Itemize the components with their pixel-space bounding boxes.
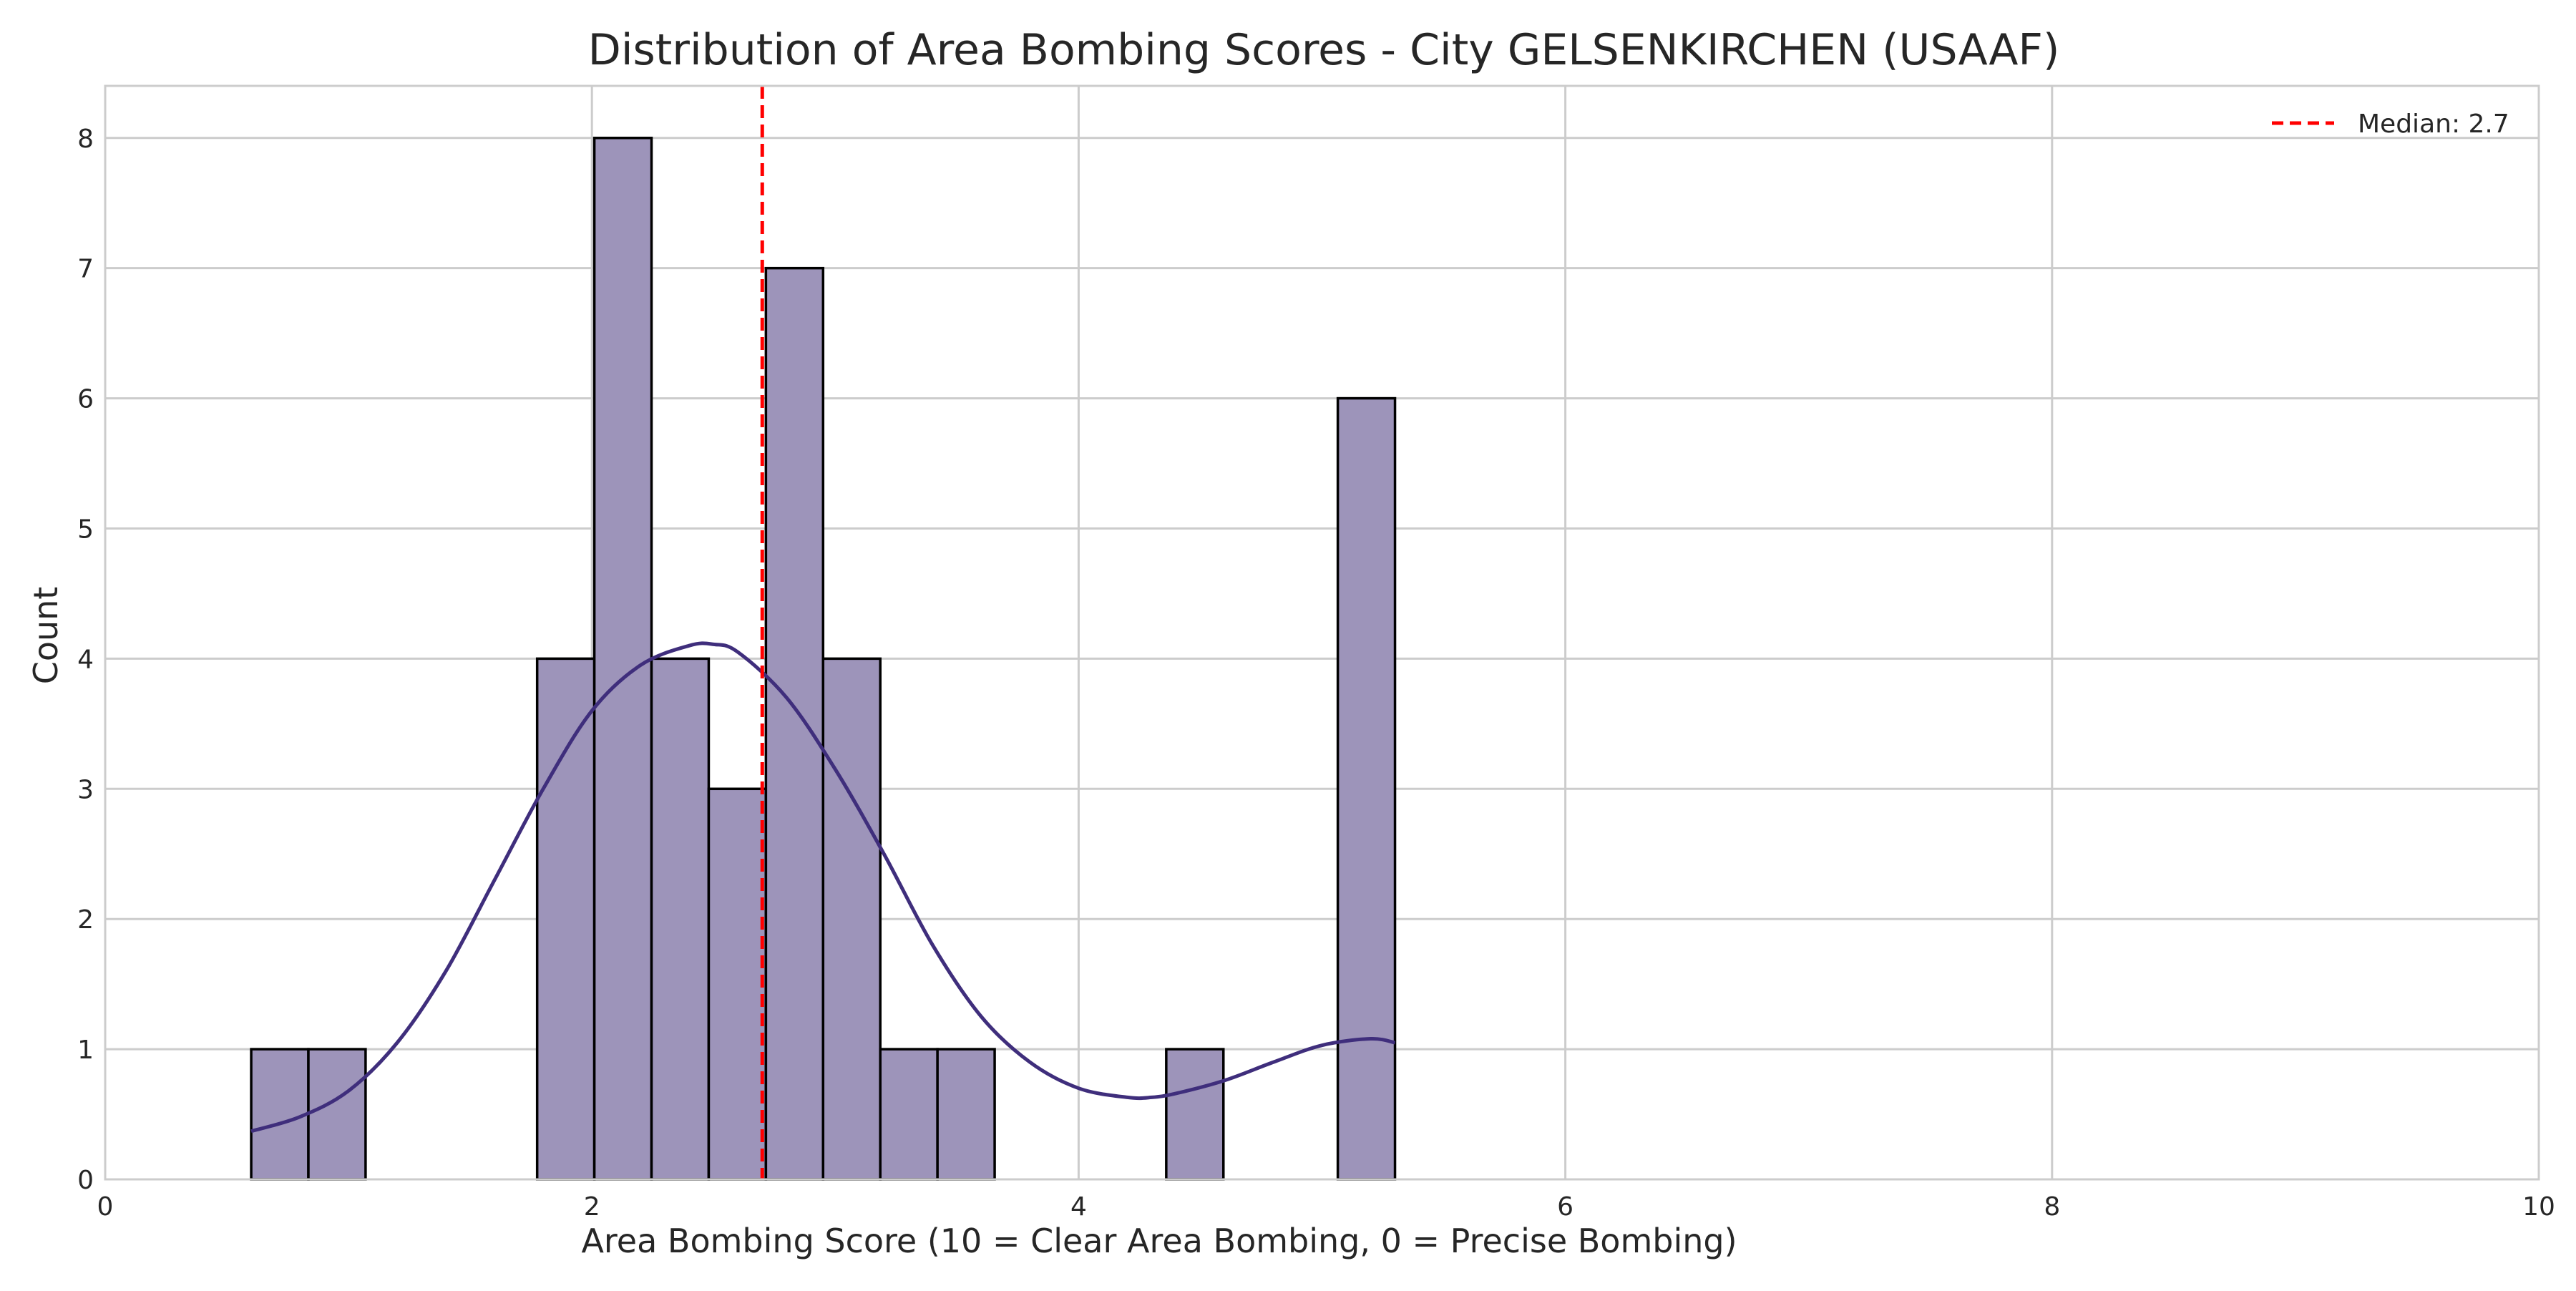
legend: Median: 2.7 — [2272, 109, 2509, 139]
kde-curve — [250, 641, 1396, 1134]
x-tick-label: 0 — [97, 1192, 114, 1222]
histogram-bar — [821, 657, 882, 1181]
histogram-bar — [936, 1048, 996, 1181]
histogram-bar — [250, 1048, 310, 1181]
y-tick-label: 2 — [77, 905, 94, 935]
kde-layer — [250, 641, 1396, 1134]
x-tick-label: 10 — [2522, 1192, 2555, 1222]
y-tick-label: 4 — [77, 645, 94, 674]
x-tick-label: 6 — [1557, 1192, 1574, 1222]
x-tick-label: 4 — [1070, 1192, 1087, 1222]
bars-layer — [250, 137, 1397, 1181]
y-tick-label: 3 — [77, 775, 94, 804]
grid-layer — [104, 86, 2540, 1181]
x-tick-label: 2 — [584, 1192, 600, 1222]
y-tick-label: 0 — [77, 1166, 94, 1195]
histogram-bar — [707, 787, 768, 1181]
histogram-bar — [592, 137, 653, 1181]
histogram-bar — [307, 1048, 367, 1181]
x-axis-label: Area Bombing Score (10 = Clear Area Bomb… — [581, 1222, 1737, 1260]
y-tick-label: 7 — [77, 255, 94, 284]
legend-median-label: Median: 2.7 — [2358, 109, 2509, 139]
histogram-bar — [879, 1048, 939, 1181]
y-tick-label: 6 — [77, 385, 94, 414]
plot-frame — [104, 84, 2540, 1181]
histogram-bar — [1336, 396, 1397, 1181]
y-tick-label: 1 — [77, 1036, 94, 1065]
histogram-bar — [650, 657, 711, 1181]
chart-title: Distribution of Area Bombing Scores - Ci… — [588, 25, 2060, 75]
x-tick-label: 8 — [2044, 1192, 2060, 1222]
y-tick-label: 8 — [77, 125, 94, 154]
x-tick-labels: 0 2 4 6 8 10 — [97, 1192, 2555, 1222]
histogram-bar — [535, 657, 596, 1181]
histogram-bar — [1165, 1048, 1225, 1181]
histogram-bar — [764, 266, 825, 1181]
y-tick-label: 5 — [77, 515, 94, 544]
y-axis-label: Count — [26, 587, 65, 685]
y-tick-labels: 0 1 2 3 4 5 6 7 8 — [77, 125, 94, 1195]
